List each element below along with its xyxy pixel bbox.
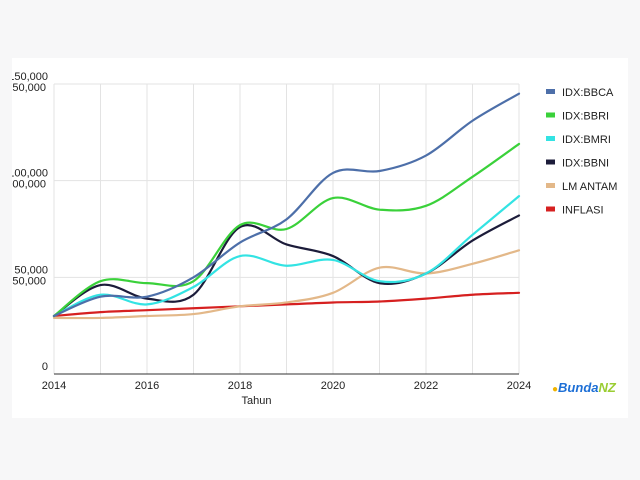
legend-label: INFLASI bbox=[562, 205, 604, 217]
x-tick-label: 2024 bbox=[507, 380, 531, 392]
legend: IDX:BBCA IDX:BBRI IDX:BMRI IDX:BBNI LM ANTAM… bbox=[546, 87, 617, 217]
legend-label: IDX:BBNI bbox=[562, 158, 609, 170]
series-line-idx-bbri bbox=[52, 142, 521, 318]
legend-swatch bbox=[546, 206, 555, 212]
y-tick-label: 0 bbox=[42, 361, 48, 373]
y-tick-label-shadow: 50,000 bbox=[12, 275, 46, 287]
y-tick-label: 100,000 bbox=[12, 168, 48, 180]
legend-label: IDX:BMRI bbox=[562, 134, 611, 146]
legend-swatch bbox=[546, 136, 555, 141]
bunda-nz-logo: ●BundaNZ bbox=[552, 380, 616, 395]
x-tick-label: 2022 bbox=[414, 380, 438, 392]
x-tick-label: 2016 bbox=[135, 380, 159, 392]
x-tick-label: 2018 bbox=[228, 380, 252, 392]
x-tick-label: 2014 bbox=[42, 380, 66, 392]
series-line-idx-bmri bbox=[52, 195, 521, 318]
x-axis-title: Tahun bbox=[242, 395, 272, 407]
legend-label: LM ANTAM bbox=[562, 181, 617, 193]
legend-swatch bbox=[546, 89, 555, 94]
series-lines bbox=[52, 92, 521, 320]
series-line-idx-bbca bbox=[52, 92, 521, 318]
y-tick-label: 50,000 bbox=[14, 264, 48, 276]
x-axis-ticks: 2014 2016 2018 2020 2022 2024 bbox=[42, 380, 531, 392]
legend-label: IDX:BBCA bbox=[562, 87, 614, 99]
legend-swatch bbox=[546, 159, 555, 165]
series-line-inflasi bbox=[52, 291, 521, 318]
series-line-lm-antam bbox=[52, 249, 521, 320]
y-tick-label-shadow: 150,000 bbox=[12, 82, 46, 94]
x-tick-label: 2020 bbox=[321, 380, 345, 392]
chart-card: 2014 2016 2018 2020 2022 2024 0 50,000 50,000 10… bbox=[12, 58, 628, 418]
legend-swatch bbox=[546, 183, 555, 188]
y-tick-label: 150,000 bbox=[12, 71, 48, 83]
legend-label: IDX:BBRI bbox=[562, 111, 609, 123]
legend-swatch bbox=[546, 112, 555, 118]
y-tick-label-shadow: 100,000 bbox=[12, 179, 46, 191]
